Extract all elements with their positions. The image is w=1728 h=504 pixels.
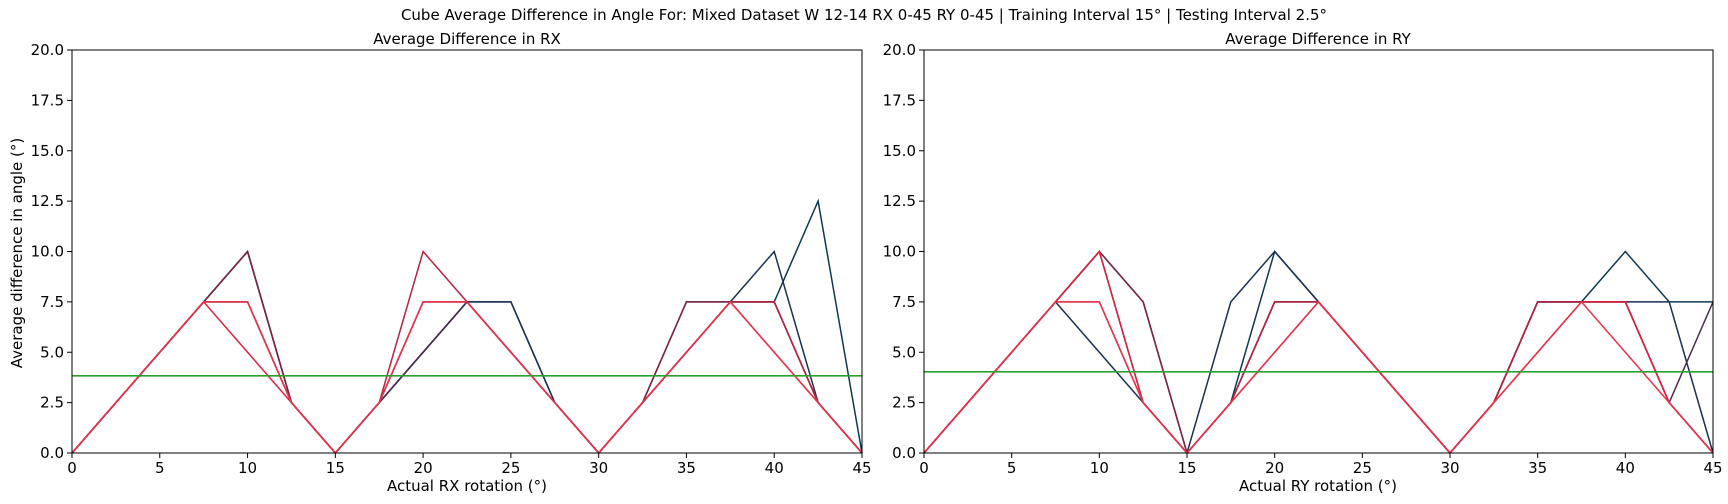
- y-axis-label: Average difference in angle (°): [8, 138, 26, 368]
- x-tick-label: 10: [238, 459, 257, 477]
- series-line: [923, 300, 1714, 455]
- chart-title: Average Difference in RY: [1225, 30, 1411, 48]
- x-tick-label: 30: [1440, 459, 1459, 477]
- y-tick-label: 7.5: [892, 293, 916, 311]
- y-tick-label: 20.0: [31, 41, 64, 59]
- series-line: [923, 301, 1714, 455]
- y-tick-label: 17.5: [883, 91, 916, 109]
- y-tick-label: 17.5: [31, 91, 64, 109]
- series-line: [923, 250, 1714, 455]
- series-line: [923, 249, 1714, 455]
- x-tick-label: 35: [677, 459, 696, 477]
- y-tick-label: 7.5: [40, 293, 64, 311]
- x-tick-label: 0: [919, 459, 929, 477]
- x-tick-label: 25: [1353, 459, 1372, 477]
- y-tick-label: 20.0: [883, 41, 916, 59]
- y-tick-label: 0.0: [40, 444, 64, 462]
- y-tick-label: 5.0: [40, 343, 64, 361]
- x-axis-label: Actual RX rotation (°): [387, 477, 547, 495]
- y-tick-label: 15.0: [31, 142, 64, 160]
- series-line: [923, 250, 1714, 455]
- x-tick-label: 35: [1528, 459, 1547, 477]
- x-tick-label: 40: [1616, 459, 1635, 477]
- x-tick-label: 20: [414, 459, 433, 477]
- x-axis-label: Actual RY rotation (°): [1239, 477, 1397, 495]
- y-tick-label: 10.0: [883, 243, 916, 261]
- y-tick-label: 0.0: [892, 444, 916, 462]
- y-tick-label: 2.5: [892, 394, 916, 412]
- x-tick-label: 20: [1265, 459, 1284, 477]
- x-tick-label: 15: [1177, 459, 1196, 477]
- y-tick-label: 12.5: [883, 192, 916, 210]
- series-line: [923, 249, 1713, 455]
- x-tick-label: 40: [765, 459, 784, 477]
- y-tick-label: 2.5: [40, 394, 64, 412]
- plot-frame: [923, 49, 1714, 454]
- y-tick-label: 5.0: [892, 343, 916, 361]
- figure-title: Cube Average Difference in Angle For: Mi…: [400, 6, 1328, 24]
- x-tick-label: 15: [326, 459, 345, 477]
- x-tick-label: 45: [852, 459, 871, 477]
- series-line: [923, 250, 1714, 455]
- x-tick-label: 5: [1007, 459, 1017, 477]
- x-tick-label: 45: [1703, 459, 1722, 477]
- x-tick-label: 25: [501, 459, 520, 477]
- y-tick-label: 15.0: [883, 142, 916, 160]
- y-tick-label: 12.5: [31, 192, 64, 210]
- chart-title: Average Difference in RX: [373, 30, 561, 48]
- x-tick-label: 0: [67, 459, 77, 477]
- x-tick-label: 30: [589, 459, 608, 477]
- x-tick-label: 10: [1090, 459, 1109, 477]
- y-tick-label: 10.0: [31, 243, 64, 261]
- series-line: [71, 300, 863, 455]
- x-tick-label: 5: [155, 459, 165, 477]
